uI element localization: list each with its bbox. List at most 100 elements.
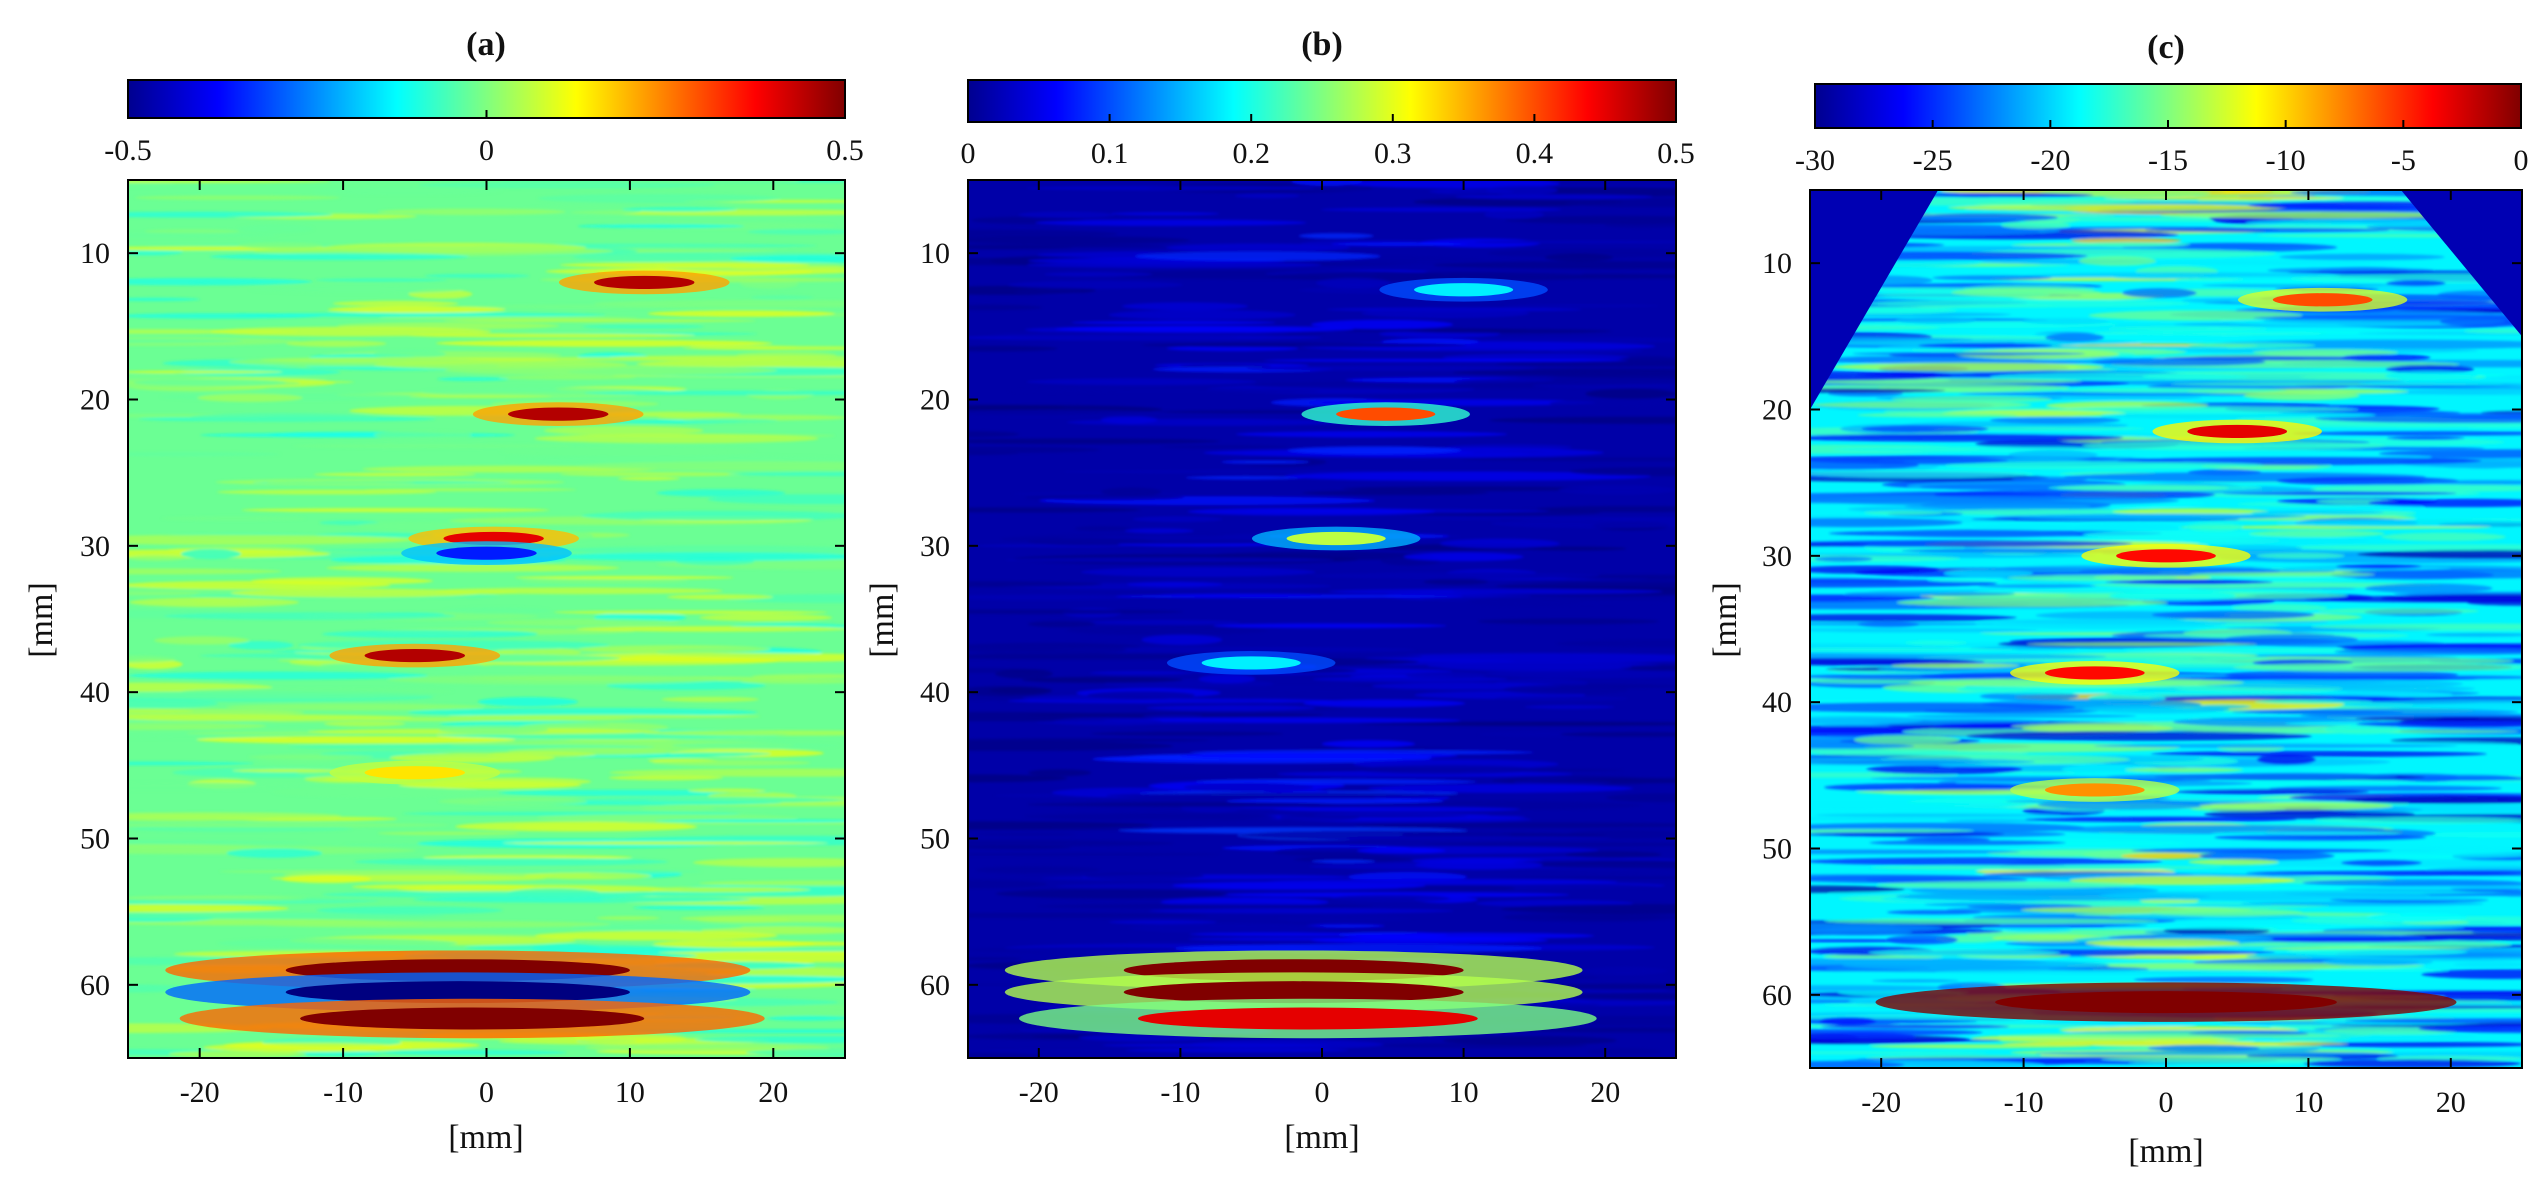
speckle [594,299,845,308]
speckle [1896,598,2168,608]
panel-c-y-ticks: 10 20 30 40 50 60 [1762,247,2522,1012]
speckle [438,797,588,806]
speckle [2252,349,2398,356]
speckle [248,754,374,760]
speckle [1415,860,1543,870]
speckle [2335,564,2422,569]
speckle [128,183,175,188]
panel-c-colorbar-ticks: -30 -25 -20 -15 -10 -5 0 [1795,120,2529,177]
speckle [2256,754,2316,765]
speckle [1307,836,1611,841]
speckle [2100,1056,2342,1062]
speckle [1439,337,1676,343]
speckle [647,310,836,317]
speckle [2289,544,2522,551]
speckle [1619,664,1676,671]
speckle [1810,748,1958,754]
speckle [2021,724,2174,733]
speckle [1044,272,1153,277]
speckle [1918,342,2053,349]
speckle [2185,522,2244,532]
speckle [1998,1033,2341,1039]
speckle [968,912,1208,919]
speckle [1524,704,1615,710]
speckle [1083,872,1205,880]
speckle [740,678,845,684]
x-tick-label: -20 [1019,1076,1059,1109]
speckle [424,273,530,278]
speckle [1159,593,1324,597]
speckle [1357,847,1446,854]
panel-b-x-ticks: -20 -10 0 10 20 [1019,180,1620,1109]
y-tick-label: 30 [920,530,950,563]
speckle [750,295,814,300]
speckle [617,477,680,481]
speckle [1816,495,2180,506]
speckle [2122,288,2197,298]
speckle [435,339,773,347]
colorbar-tick-label: -20 [2030,144,2070,177]
speckle [1906,714,2137,718]
speckle [1149,908,1454,914]
speckle [543,425,704,436]
speckle [1810,1051,1988,1055]
speckle [1932,275,2053,281]
speckle [1423,578,1489,585]
feature-spot [1414,283,1514,297]
speckle [454,869,702,874]
speckle [1331,242,1468,246]
speckle [1535,872,1669,876]
speckle [313,472,476,477]
speckle [128,555,186,561]
speckle [1422,842,1676,847]
speckle [1089,619,1241,625]
x-tick-label: 0 [2159,1086,2174,1119]
speckle [1303,699,1466,708]
speckle [1810,388,1946,393]
speckle [2311,623,2522,630]
speckle [2098,890,2431,901]
speckle [2111,274,2202,280]
speckle [2286,948,2468,956]
speckle [442,319,757,323]
y-tick-label: 60 [1762,979,1792,1012]
speckle [1367,784,1634,793]
speckle [1321,740,1416,748]
speckle [658,950,845,955]
colorbar-tick-label: 0 [961,137,976,170]
speckle [1810,831,2005,837]
speckle [2279,253,2445,261]
speckle [2007,574,2179,581]
speckle [1619,356,1676,364]
speckle [1868,949,2061,957]
speckle [2323,724,2401,735]
x-tick-label: -20 [1861,1086,1901,1119]
speckle [210,326,492,337]
speckle [2190,704,2252,709]
speckle [1869,840,2066,846]
y-tick-label: 20 [920,384,950,417]
feature-spot [364,648,465,663]
speckle [291,1050,382,1057]
panel-b-colorbar-gradient [967,79,1677,123]
speckle [2421,969,2522,979]
speckle [2453,961,2522,968]
speckle [1166,685,1423,693]
speckle [1315,277,1391,289]
speckle [2018,513,2307,520]
speckle [682,418,779,423]
speckle [316,906,503,915]
speckle [1565,851,1662,858]
feature-spot [2116,549,2216,563]
speckle [2418,1024,2522,1033]
speckle [1810,985,1966,992]
speckle [2254,699,2374,704]
speckle [661,696,760,703]
speckle [553,610,828,615]
speckle [128,671,428,680]
colorbar-tick-label: 0.1 [1091,137,1129,170]
speckle [2106,773,2398,780]
speckle [513,822,698,832]
speckle [1502,684,1629,695]
feature-spot [2044,666,2145,680]
